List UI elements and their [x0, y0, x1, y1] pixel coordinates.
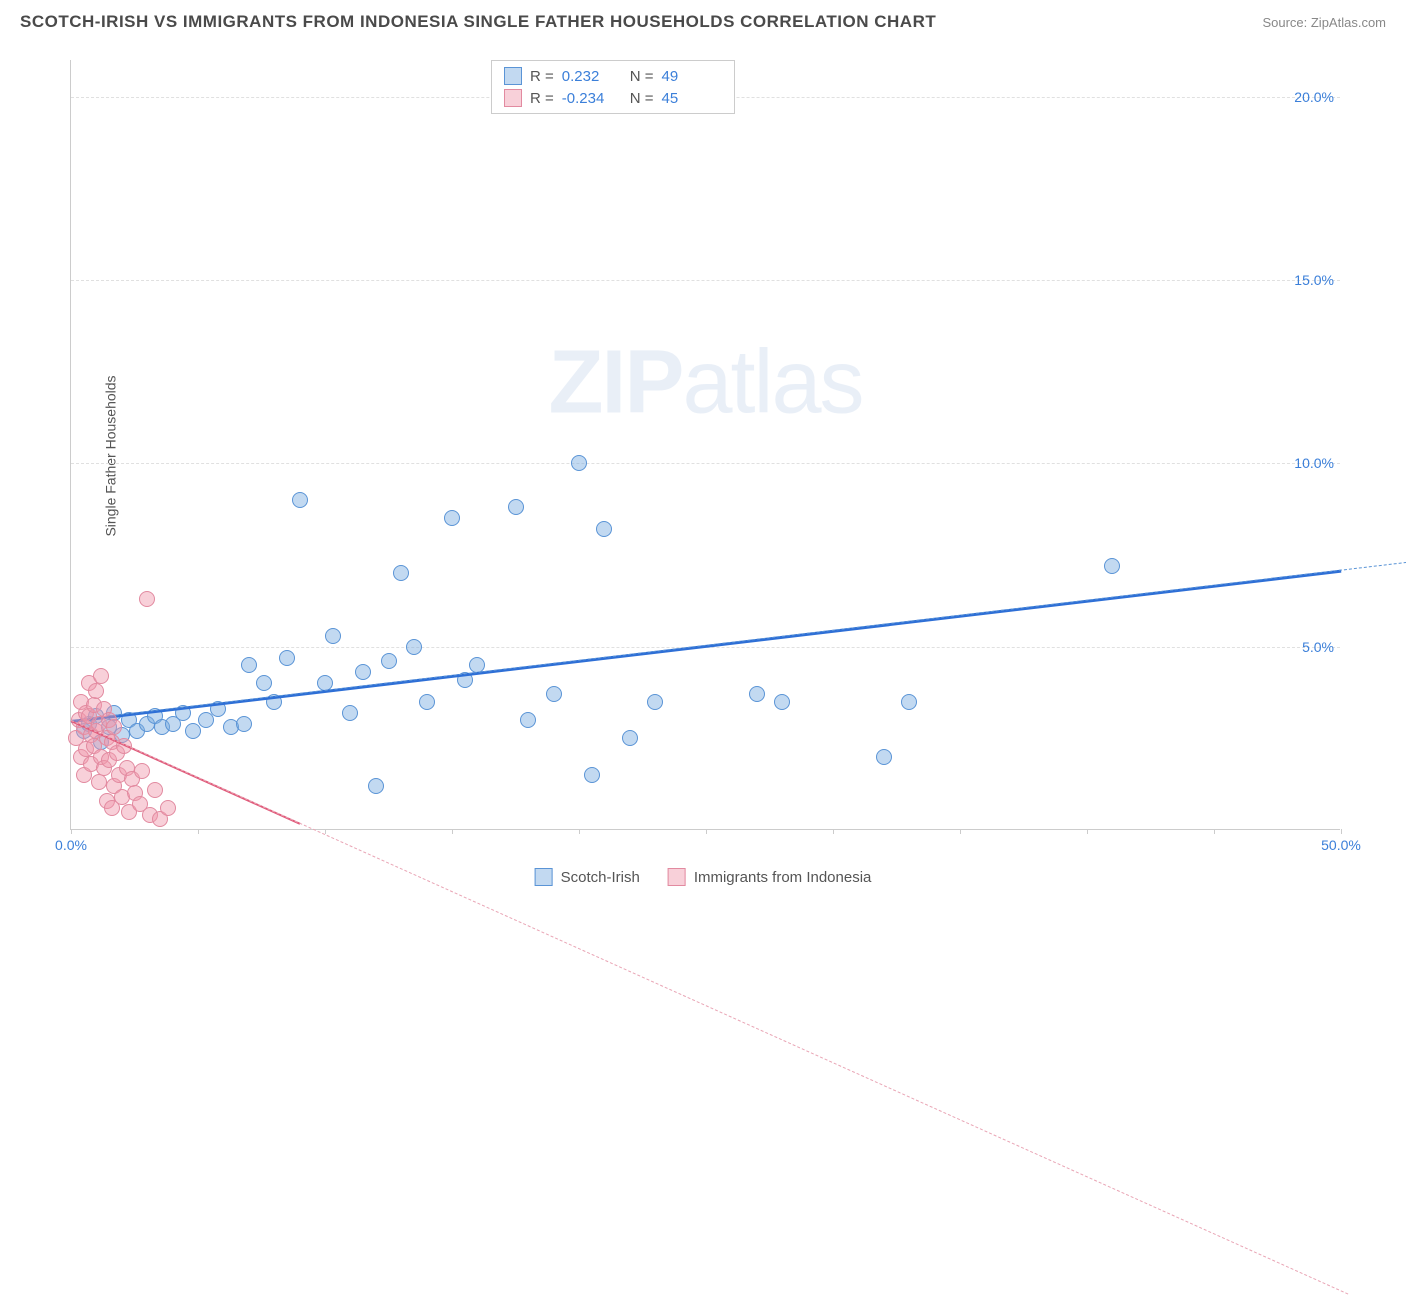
chart-header: SCOTCH-IRISH VS IMMIGRANTS FROM INDONESI…: [0, 0, 1406, 40]
data-point: [1104, 558, 1120, 574]
data-point: [596, 521, 612, 537]
data-point: [139, 591, 155, 607]
y-tick-label: 5.0%: [1302, 639, 1334, 655]
y-tick-label: 20.0%: [1294, 89, 1334, 105]
data-point: [147, 782, 163, 798]
data-point: [444, 510, 460, 526]
swatch-series1: [535, 868, 553, 886]
r-value-series1: 0.232: [562, 68, 622, 85]
x-tick-mark: [960, 829, 961, 834]
x-tick-label: 0.0%: [55, 837, 87, 853]
data-point: [236, 716, 252, 732]
data-point: [876, 749, 892, 765]
r-value-series2: -0.234: [562, 90, 622, 107]
x-tick-mark: [833, 829, 834, 834]
x-tick-mark: [706, 829, 707, 834]
data-point: [198, 712, 214, 728]
data-point: [419, 694, 435, 710]
data-point: [749, 686, 765, 702]
n-label: N =: [630, 68, 654, 85]
data-point: [185, 723, 201, 739]
n-value-series2: 45: [662, 90, 722, 107]
data-point: [368, 778, 384, 794]
data-point: [647, 694, 663, 710]
bottom-legend: Scotch-Irish Immigrants from Indonesia: [535, 868, 872, 886]
legend-label-series2: Immigrants from Indonesia: [694, 869, 872, 886]
y-tick-label: 10.0%: [1294, 455, 1334, 471]
data-point: [88, 683, 104, 699]
legend-item-series1: Scotch-Irish: [535, 868, 640, 886]
data-point: [520, 712, 536, 728]
r-label: R =: [530, 90, 554, 107]
data-point: [355, 664, 371, 680]
watermark-light: atlas: [682, 332, 862, 432]
x-tick-mark: [71, 829, 72, 834]
watermark-bold: ZIP: [548, 332, 682, 432]
stats-row-series2: R = -0.234 N = 45: [504, 87, 722, 109]
r-label: R =: [530, 68, 554, 85]
data-point: [160, 800, 176, 816]
y-tick-label: 15.0%: [1294, 272, 1334, 288]
swatch-series1: [504, 67, 522, 85]
data-point: [546, 686, 562, 702]
data-point: [325, 628, 341, 644]
chart-title: SCOTCH-IRISH VS IMMIGRANTS FROM INDONESI…: [20, 12, 936, 32]
stats-row-series1: R = 0.232 N = 49: [504, 65, 722, 87]
data-point: [93, 668, 109, 684]
x-tick-mark: [452, 829, 453, 834]
x-tick-mark: [198, 829, 199, 834]
trend-line-dash: [71, 555, 1406, 721]
n-label: N =: [630, 90, 654, 107]
data-point: [106, 719, 122, 735]
data-point: [134, 763, 150, 779]
data-point: [241, 657, 257, 673]
gridline-h: [71, 280, 1340, 281]
watermark: ZIPatlas: [548, 331, 862, 434]
x-tick-mark: [1214, 829, 1215, 834]
x-tick-label: 50.0%: [1321, 837, 1361, 853]
swatch-series2: [668, 868, 686, 886]
swatch-series2: [504, 89, 522, 107]
legend-item-series2: Immigrants from Indonesia: [668, 868, 872, 886]
legend-label-series1: Scotch-Irish: [561, 869, 640, 886]
data-point: [571, 455, 587, 471]
data-point: [91, 774, 107, 790]
data-point: [901, 694, 917, 710]
data-point: [393, 565, 409, 581]
data-point: [292, 492, 308, 508]
data-point: [381, 653, 397, 669]
data-point: [342, 705, 358, 721]
chart-wrap: Single Father Households R = 0.232 N = 4…: [40, 50, 1386, 862]
data-point: [279, 650, 295, 666]
correlation-stats-box: R = 0.232 N = 49 R = -0.234 N = 45: [491, 60, 735, 114]
trend-line-dash: [71, 720, 1349, 1294]
source-attribution: Source: ZipAtlas.com: [1262, 15, 1386, 30]
n-value-series1: 49: [662, 68, 722, 85]
scatter-plot: R = 0.232 N = 49 R = -0.234 N = 45 ZIPat…: [70, 60, 1340, 830]
data-point: [256, 675, 272, 691]
data-point: [584, 767, 600, 783]
data-point: [774, 694, 790, 710]
x-tick-mark: [579, 829, 580, 834]
data-point: [622, 730, 638, 746]
data-point: [406, 639, 422, 655]
x-tick-mark: [1087, 829, 1088, 834]
x-tick-mark: [1341, 829, 1342, 834]
data-point: [508, 499, 524, 515]
gridline-h: [71, 463, 1340, 464]
